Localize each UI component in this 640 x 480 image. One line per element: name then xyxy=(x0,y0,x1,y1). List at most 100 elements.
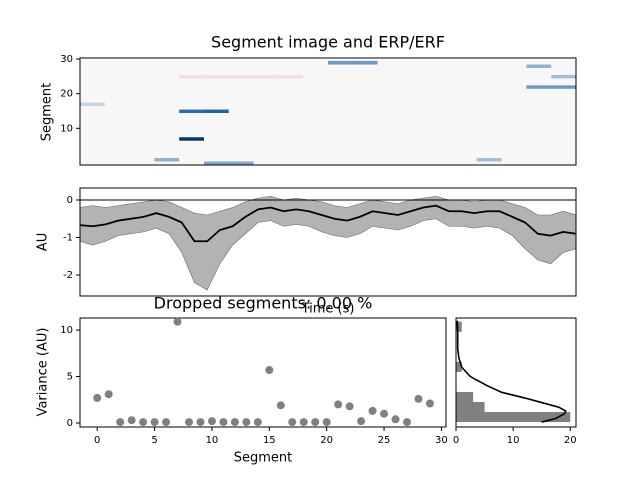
heatmap-cell xyxy=(551,133,577,138)
heatmap-cell xyxy=(80,91,106,96)
heatmap-cell xyxy=(154,136,180,141)
heatmap-cell xyxy=(328,157,354,162)
heatmap-cell xyxy=(427,136,453,141)
heatmap-cell xyxy=(253,67,279,72)
heatmap-cell xyxy=(80,81,106,86)
heatmap-cell xyxy=(551,140,577,145)
heatmap-cell xyxy=(402,112,428,117)
heatmap-cell xyxy=(303,116,329,120)
heatmap-cell xyxy=(476,133,502,138)
heatmap-cell xyxy=(228,91,254,96)
scatter-point xyxy=(391,415,400,424)
heatmap-cell xyxy=(526,143,552,148)
heatmap-cell xyxy=(154,161,180,165)
scatter-point xyxy=(380,409,389,418)
scatter-point xyxy=(219,418,228,427)
heatmap-cell xyxy=(551,91,577,96)
scatter-point xyxy=(162,418,171,427)
y-tick-label: -1 xyxy=(63,233,73,244)
heatmap-cell xyxy=(328,85,354,89)
heatmap-cell xyxy=(501,105,527,110)
heatmap-cell xyxy=(452,105,478,110)
heatmap-cell xyxy=(452,133,478,138)
heatmap-cell xyxy=(204,126,230,131)
heatmap-cell xyxy=(228,64,254,68)
heatmap-cell xyxy=(179,98,205,103)
heatmap-cell xyxy=(476,105,502,110)
heatmap-cell xyxy=(303,88,329,93)
heatmap-cell xyxy=(352,60,378,65)
heatmap-cell xyxy=(501,116,527,120)
heatmap-cell xyxy=(204,60,230,65)
heatmap-cell xyxy=(551,71,577,75)
heatmap-cell xyxy=(179,88,205,93)
heatmap-cell xyxy=(204,119,230,124)
heatmap-cell xyxy=(129,81,155,86)
chart-title: Dropped segments: 0.00 % xyxy=(154,294,373,313)
heatmap-cell xyxy=(179,130,205,134)
heatmap-cell xyxy=(526,64,552,68)
heatmap-cell xyxy=(526,60,552,65)
heatmap-cell xyxy=(377,85,403,89)
heatmap-cell xyxy=(253,126,279,131)
heatmap-cell xyxy=(204,81,230,86)
scatter-point xyxy=(116,418,125,427)
heatmap-cell xyxy=(154,130,180,134)
heatmap-cell xyxy=(204,150,230,155)
heatmap-cell xyxy=(352,150,378,155)
heatmap-cell xyxy=(526,147,552,152)
heatmap-cell xyxy=(204,161,230,165)
heatmap-cell xyxy=(476,161,502,165)
heatmap-cell xyxy=(129,60,155,65)
heatmap-cell xyxy=(104,119,130,124)
heatmap-cell xyxy=(303,140,329,145)
heatmap-cell xyxy=(501,71,527,75)
heatmap-cell xyxy=(526,85,552,89)
heatmap-cell xyxy=(80,136,106,141)
heatmap-cell xyxy=(526,95,552,100)
y-tick-label: 20 xyxy=(60,89,73,100)
heatmap-cell xyxy=(501,67,527,72)
heatmap-cell xyxy=(526,91,552,96)
heatmap-cell xyxy=(501,123,527,127)
heatmap-cell xyxy=(179,123,205,127)
heatmap-cell xyxy=(179,116,205,120)
heatmap-cell xyxy=(154,116,180,120)
heatmap-cell xyxy=(328,102,354,107)
heatmap-cell xyxy=(80,85,106,89)
heatmap-cell xyxy=(154,109,180,114)
heatmap-cell xyxy=(204,123,230,127)
heatmap-cell xyxy=(228,143,254,148)
heatmap-cell xyxy=(80,60,106,65)
heatmap-cell xyxy=(278,98,304,103)
heatmap-cell xyxy=(129,85,155,89)
heatmap-cell xyxy=(278,60,304,65)
heatmap-cell xyxy=(80,71,106,75)
heatmap-cell xyxy=(278,91,304,96)
heatmap-cell xyxy=(551,157,577,162)
heatmap-cell xyxy=(377,161,403,165)
heatmap-cell xyxy=(402,88,428,93)
heatmap-cell xyxy=(476,81,502,86)
heatmap-cell xyxy=(352,143,378,148)
heatmap-cell xyxy=(352,157,378,162)
heatmap-cell xyxy=(501,102,527,107)
scatter-point xyxy=(207,417,216,426)
heatmap-cell xyxy=(278,71,304,75)
heatmap-cell xyxy=(551,105,577,110)
heatmap-cell xyxy=(476,112,502,117)
y-tick-label: 10 xyxy=(60,325,73,336)
histogram-bar xyxy=(456,361,462,372)
scatter-point xyxy=(368,406,377,415)
heatmap-cell xyxy=(228,109,254,114)
heatmap-cell xyxy=(154,150,180,155)
heatmap-cell xyxy=(278,150,304,155)
scatter-point xyxy=(425,399,434,408)
heatmap-cell xyxy=(253,74,279,79)
heatmap-cell xyxy=(179,102,205,107)
heatmap-cell xyxy=(452,74,478,79)
kde-line xyxy=(456,320,567,423)
scatter-point xyxy=(357,417,366,426)
heatmap-cell xyxy=(129,136,155,141)
heatmap-cell xyxy=(526,150,552,155)
